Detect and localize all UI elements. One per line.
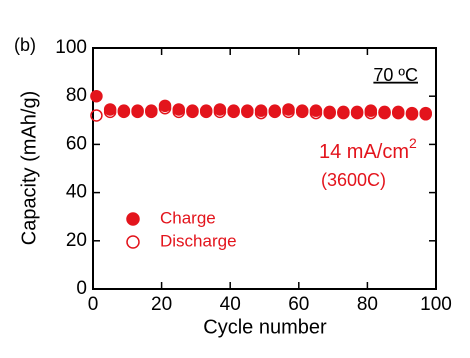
data-point xyxy=(90,89,103,103)
current-text: 14 mA/cm xyxy=(319,141,409,163)
x-tick-label: 100 xyxy=(420,294,452,315)
current-note: 14 mA/cm2 xyxy=(319,135,417,164)
data-point xyxy=(337,106,350,120)
temperature-note: 70 ºC xyxy=(373,65,418,85)
x-axis-label: Cycle number xyxy=(203,316,327,338)
legend-label: Discharge xyxy=(160,231,237,250)
data-point xyxy=(323,106,336,120)
data-point xyxy=(282,105,295,119)
data-point xyxy=(227,105,240,119)
data-point xyxy=(268,105,282,119)
x-tick-label: 40 xyxy=(220,294,241,315)
panel-label: (b) xyxy=(14,35,36,55)
data-point xyxy=(145,105,158,119)
data-point xyxy=(419,108,432,121)
data-point xyxy=(350,106,364,120)
data-point xyxy=(186,105,199,119)
data-point xyxy=(90,109,103,122)
data-point xyxy=(199,105,213,119)
y-tick-label: 60 xyxy=(66,133,87,154)
data-point xyxy=(103,105,117,119)
data-point xyxy=(241,105,254,119)
data-point xyxy=(309,106,323,120)
y-tick-label: 20 xyxy=(66,230,87,251)
legend-marker xyxy=(126,235,140,249)
current-sup: 2 xyxy=(409,135,417,151)
y-tick-label: 0 xyxy=(76,278,87,299)
data-point xyxy=(213,105,227,119)
x-tick-label: 0 xyxy=(88,294,99,315)
data-point xyxy=(405,108,419,121)
data-point xyxy=(158,102,172,115)
data-point xyxy=(392,106,405,120)
data-point xyxy=(117,105,131,119)
x-tick-label: 60 xyxy=(288,294,309,315)
rate-note: (3600C) xyxy=(321,170,386,190)
legend-marker xyxy=(126,212,140,226)
data-point xyxy=(364,106,378,120)
data-point xyxy=(295,105,309,119)
y-axis-label: Capacity (mAh/g) xyxy=(18,91,40,246)
data-point xyxy=(254,106,268,120)
x-tick-label: 80 xyxy=(357,294,378,315)
plot-frame xyxy=(92,47,437,290)
data-point xyxy=(172,105,185,119)
x-tick-label: 20 xyxy=(151,294,172,315)
y-tick-label: 40 xyxy=(66,182,87,203)
data-point xyxy=(378,106,391,120)
y-tick-label: 80 xyxy=(66,85,87,106)
data-point xyxy=(131,105,144,119)
y-tick-label: 100 xyxy=(55,37,87,58)
legend-label: Charge xyxy=(160,208,216,227)
